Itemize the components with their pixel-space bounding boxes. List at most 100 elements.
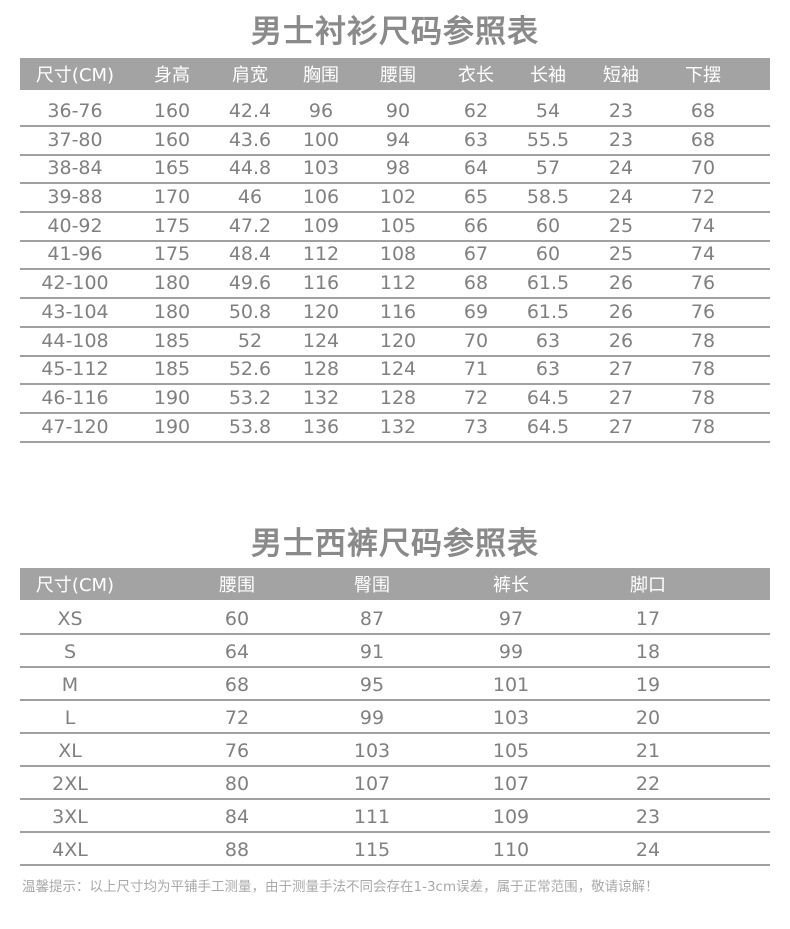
table-cell: 37-80 [47,128,103,151]
table-cell: 22 [635,773,661,795]
table-cell: 40-92 [47,214,103,237]
table-cell: 63 [535,358,561,381]
table-cell: 112 [379,272,417,295]
table-cell: 74 [690,243,716,266]
table-cell: 53.2 [228,386,272,409]
table-cell: 101 [492,674,530,696]
table-row: 42-100 180 49.6 116 112 68 61.5 26 76 [20,271,770,300]
header-cell: 尺寸(CM) [35,65,115,86]
table-cell: 26 [608,300,634,323]
table-cell: 71 [463,358,489,381]
table-cell: 60 [535,243,561,266]
table-cell: 64 [224,641,250,663]
table-cell: 109 [302,214,340,237]
table-cell: 175 [153,243,191,266]
header-cell: 衣长 [458,65,494,86]
header-cell: 身高 [154,65,190,86]
table-cell: 42.4 [228,100,272,122]
table-cell: 78 [690,329,716,352]
table-cell: 110 [492,839,530,861]
table-cell: 95 [359,674,385,696]
table-cell: 87 [359,608,385,630]
table-cell: 105 [492,740,530,762]
table-cell: 23 [635,806,661,828]
table-cell: 102 [379,186,417,209]
table-cell: 68 [224,674,250,696]
table-cell: 68 [690,128,716,151]
table-row: 39-88 170 46 106 102 65 58.5 24 72 [20,184,770,214]
table-cell: M [61,674,79,696]
table-cell: 43-104 [41,300,109,323]
table-cell: 45-112 [41,358,109,381]
table-cell: 115 [353,839,391,861]
table-cell: 107 [492,773,530,795]
table-cell: 94 [385,128,411,151]
header-cell: 腰围 [219,575,255,596]
table-cell: 64.5 [526,386,570,409]
table-cell: 46 [237,186,263,209]
table-cell: 60 [535,214,561,237]
table-cell: 63 [535,329,561,352]
table-cell: 120 [302,300,340,323]
table-cell: 80 [224,773,250,795]
table-cell: 47.2 [228,214,272,237]
table-cell: 27 [608,358,634,381]
table-cell: 116 [302,272,340,295]
table-row: 46-116 190 53.2 132 128 72 64.5 27 78 [20,385,770,414]
table-cell: 63 [463,128,489,151]
table-cell: 185 [153,329,191,352]
table-cell: 64 [463,157,489,180]
table-cell: 48.4 [228,243,272,266]
table-cell: 103 [353,740,391,762]
table-cell: 76 [224,740,250,762]
table-cell: 124 [302,329,340,352]
table-cell: 74 [690,214,716,237]
table-cell: 111 [353,806,391,828]
table-cell: 78 [690,386,716,409]
table-cell: 24 [608,157,634,180]
table-cell: 72 [463,386,489,409]
table-cell: 3XL [52,806,88,828]
header-cell: 下摆 [685,65,721,86]
table-cell: 2XL [52,773,88,795]
table-cell: 38-84 [47,157,103,180]
table-cell: 103 [302,157,340,180]
table-cell: S [63,641,77,663]
table-cell: 128 [379,386,417,409]
table-row: 41-96 175 48.4 112 108 67 60 25 74 [20,242,770,271]
table-cell: 180 [153,300,191,323]
table-cell: 70 [690,157,716,180]
table-cell: 41-96 [47,243,103,266]
table-row: 37-80 160 43.6 100 94 63 55.5 23 68 [20,127,770,156]
table-cell: 78 [690,358,716,381]
table-cell: 72 [224,707,250,729]
header-cell: 裤长 [493,575,529,596]
table-cell: 27 [608,415,634,438]
table-cell: 20 [635,707,661,729]
table-cell: 68 [690,100,716,122]
table-cell: 98 [385,157,411,180]
table-cell: 160 [153,100,191,122]
table-cell: 26 [608,329,634,352]
table-cell: 132 [379,415,417,438]
table-cell: 53.8 [228,415,272,438]
table-cell: XS [57,608,83,630]
table-cell: 44.8 [228,157,272,180]
table-cell: 65 [463,186,489,209]
table-cell: 103 [492,707,530,729]
table-cell: 25 [608,243,634,266]
table-cell: 78 [690,415,716,438]
table-cell: 128 [302,358,340,381]
table-cell: 76 [690,300,716,323]
table-row: 2XL 80 107 107 22 [20,767,770,800]
table-cell: 54 [535,100,561,122]
table-cell: 62 [463,100,489,122]
table-cell: 105 [379,214,417,237]
table-row: 4XL 88 115 110 24 [20,833,770,866]
table-cell: 61.5 [526,300,570,323]
table-row: 3XL 84 111 109 23 [20,800,770,833]
table-cell: 23 [608,100,634,122]
table-cell: 185 [153,358,191,381]
table-cell: 52.6 [228,358,272,381]
shirt-table-header: 尺寸(CM) 身高 肩宽 胸围 腰围 衣长 长袖 短袖 下摆 [20,58,770,90]
